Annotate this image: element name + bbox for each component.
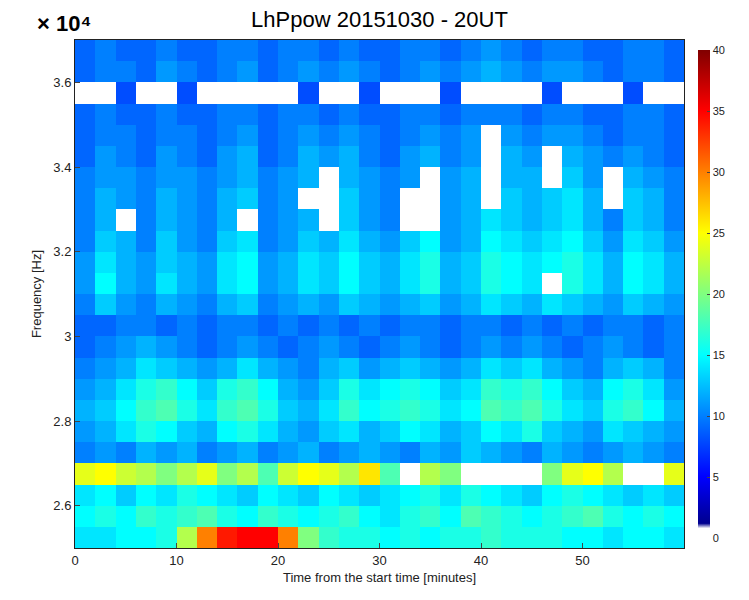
svg-text:2.6: 2.6: [53, 498, 71, 513]
svg-text:Frequency [Hz]: Frequency [Hz]: [29, 250, 44, 338]
svg-text:30: 30: [713, 166, 725, 178]
svg-text:40: 40: [713, 44, 725, 56]
svg-text:35: 35: [713, 105, 725, 117]
svg-text:30: 30: [372, 553, 386, 568]
svg-text:0: 0: [713, 532, 719, 544]
svg-text:10: 10: [169, 553, 183, 568]
svg-text:3: 3: [64, 329, 71, 344]
svg-text:2.8: 2.8: [53, 414, 71, 429]
svg-text:Time from the start time [minu: Time from the start time [minutes]: [283, 570, 476, 585]
svg-text:20: 20: [271, 553, 285, 568]
svg-text:3.6: 3.6: [53, 75, 71, 90]
svg-text:10: 10: [713, 410, 725, 422]
svg-text:0: 0: [71, 553, 78, 568]
svg-text:5: 5: [713, 471, 719, 483]
svg-text:50: 50: [575, 553, 589, 568]
svg-text:15: 15: [713, 349, 725, 361]
svg-text:LhPpow 20151030 - 20UT: LhPpow 20151030 - 20UT: [251, 7, 508, 32]
svg-text:3.2: 3.2: [53, 244, 71, 259]
svg-text:20: 20: [713, 288, 725, 300]
svg-text:3.4: 3.4: [53, 160, 71, 175]
svg-text:40: 40: [474, 553, 488, 568]
svg-text:× 10⁴: × 10⁴: [37, 11, 91, 36]
svg-text:25: 25: [713, 227, 725, 239]
